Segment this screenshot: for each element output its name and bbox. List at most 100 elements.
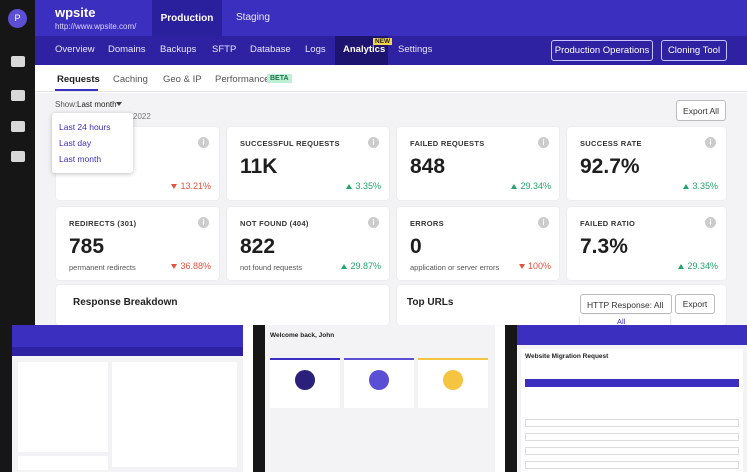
thumb-tile — [270, 358, 340, 408]
thumb-header — [12, 325, 243, 347]
button[interactable]: Cloning Tool — [661, 40, 727, 61]
subtab[interactable]: Geo & IP — [163, 74, 202, 85]
caret — [116, 102, 122, 106]
info-icon[interactable]: i — [538, 217, 549, 228]
info-icon[interactable]: i — [705, 137, 716, 148]
nav-item[interactable]: Database — [250, 44, 291, 55]
nav-item[interactable]: Backups — [160, 44, 197, 55]
nav-item[interactable]: SFTP — [212, 44, 237, 55]
site-name: wpsite — [55, 5, 96, 20]
sites-icon[interactable] — [11, 56, 25, 67]
stat-change: 3.35% — [346, 181, 381, 191]
filter-option[interactable]: Last month — [59, 154, 102, 164]
subtab[interactable]: Caching — [113, 74, 148, 85]
trend-arrow — [518, 263, 525, 269]
thumb-sidebar — [253, 325, 265, 472]
nav-item[interactable]: Settings — [398, 44, 433, 55]
button[interactable]: Production Operations — [551, 40, 653, 61]
stat-value: 92.7% — [580, 155, 640, 178]
info-icon[interactable]: i — [368, 217, 379, 228]
info-icon[interactable]: i — [705, 217, 716, 228]
subtab[interactable]: Performance — [215, 74, 270, 85]
stat-value: 11K — [240, 155, 278, 178]
thumb-row — [525, 447, 739, 455]
info-icon[interactable]: i — [538, 137, 549, 148]
filter-dropdown: Last 24 hours Last day Last month — [52, 113, 133, 173]
stat-value: 7.3% — [580, 235, 628, 258]
thumb-card — [112, 362, 237, 467]
sidebar: P — [0, 0, 35, 325]
stat-change: 36.88% — [171, 261, 211, 271]
filter-label: Show: — [55, 100, 78, 109]
analytics-icon[interactable] — [11, 151, 25, 162]
stat-label: REDIRECTS (301) — [69, 219, 137, 228]
export-button[interactable]: Export — [675, 294, 715, 314]
stat-change: 100% — [518, 261, 551, 271]
nav-item[interactable]: Domains — [108, 44, 146, 55]
env-tab[interactable]: Staging — [236, 12, 270, 23]
thumb-header — [517, 325, 747, 345]
panel-title: Top URLs — [407, 297, 454, 308]
tile-avatar — [295, 370, 315, 390]
panel: Response Breakdown — [56, 285, 389, 325]
filter-select[interactable]: Last month — [77, 100, 117, 109]
avatar[interactable]: P — [8, 9, 27, 28]
stat-change: 29.87% — [341, 261, 381, 271]
thumb-sidebar — [505, 325, 517, 472]
stat-sublabel: not found requests — [240, 263, 303, 272]
stat-value: 822 — [240, 235, 276, 258]
filter-option[interactable]: Last day — [59, 138, 92, 148]
nav-item[interactable]: Analytics — [343, 44, 386, 55]
change-value: 3.35% — [692, 181, 718, 191]
tile-avatar — [443, 370, 463, 390]
stat-card: FAILED REQUESTS i 848 29.34% — [397, 127, 559, 200]
trend-arrow — [171, 183, 178, 189]
change-value: 29.34% — [520, 181, 551, 191]
stat-change: 29.34% — [511, 181, 551, 191]
thumb-card — [18, 362, 108, 452]
change-value: 36.88% — [180, 261, 211, 271]
users-icon[interactable] — [11, 90, 25, 101]
change-value: 13.21% — [180, 181, 211, 191]
thumb-card: Website Migration Request — [521, 349, 743, 472]
thumb-row — [525, 379, 739, 387]
stat-label: FAILED RATIO — [580, 219, 636, 228]
nav-item[interactable]: Logs — [305, 44, 326, 55]
change-value: 100% — [527, 261, 551, 271]
info-icon[interactable]: i — [198, 137, 209, 148]
thumb-tile — [344, 358, 414, 408]
change-value: 29.87% — [350, 261, 381, 271]
stat-card: ERRORS i 0 application or server errors 100% — [397, 207, 559, 280]
export-all-button[interactable]: Export All — [676, 100, 726, 121]
nav-item[interactable]: Overview — [55, 44, 95, 55]
stat-card: NOT FOUND (404) i 822 not found requests 29.… — [227, 207, 389, 280]
subtab-bar — [35, 65, 747, 92]
trend-arrow — [346, 183, 353, 189]
thumbnail: Welcome back, John — [253, 325, 495, 472]
panel-title: Response Breakdown — [73, 297, 178, 308]
thumb-card — [18, 456, 108, 470]
thumbnail — [0, 325, 243, 472]
subtab[interactable]: Requests — [57, 74, 100, 85]
chat-icon[interactable] — [11, 121, 25, 132]
info-icon[interactable]: i — [198, 217, 209, 228]
info-icon[interactable]: i — [368, 137, 379, 148]
stat-label: ERRORS — [410, 219, 444, 228]
panel: Top URLs HTTP Response: All Export All — [397, 285, 726, 326]
site-url: http://www.wpsite.com/ — [55, 22, 137, 31]
thumb-sidebar — [0, 325, 12, 472]
trend-arrow — [678, 263, 685, 269]
stat-label: SUCCESSFUL REQUESTS — [240, 139, 340, 148]
http-filter[interactable]: HTTP Response: All — [580, 294, 672, 314]
thumb-nav — [12, 347, 243, 356]
stat-change: 29.34% — [678, 261, 718, 271]
stat-label: NOT FOUND (404) — [240, 219, 309, 228]
filter-option[interactable]: Last 24 hours — [59, 122, 111, 132]
env-tab[interactable]: Production — [152, 0, 222, 36]
thumb-row — [525, 461, 739, 469]
stat-sublabel: permanent redirects — [69, 263, 136, 272]
stat-card: SUCCESSFUL REQUESTS i 11K 3.35% — [227, 127, 389, 200]
change-value: 3.35% — [355, 181, 381, 191]
dropdown-option[interactable]: All — [617, 317, 626, 326]
